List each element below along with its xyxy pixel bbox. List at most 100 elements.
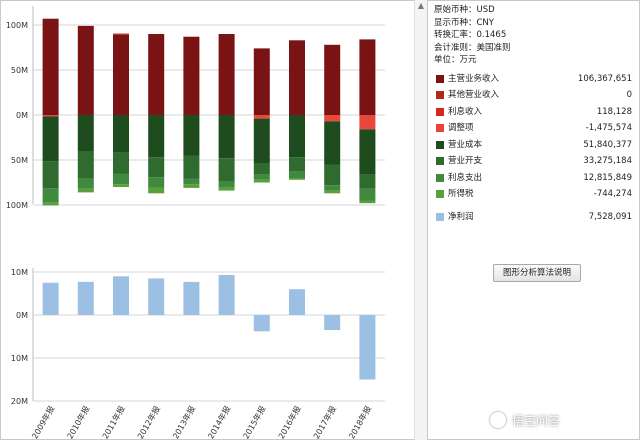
bar-segment <box>77 178 94 189</box>
legend-item[interactable]: 主营业务收入 106,367,651 <box>434 71 632 88</box>
legend-item[interactable]: 利息收入 118,128 <box>434 104 632 121</box>
bar-segment <box>289 157 305 172</box>
bar-segment <box>113 115 129 153</box>
meta-accounting-standard: 会计准则：美国准则 <box>434 42 511 53</box>
x-tick-label: 2011年报 <box>100 404 127 440</box>
bar-segment <box>77 188 94 193</box>
bar-segment <box>289 178 305 180</box>
legend-item-label: 其他营业收入 <box>448 90 500 100</box>
bar-segment <box>324 44 341 115</box>
legend-item-value: 118,128 <box>596 106 632 117</box>
meta-unit: 单位：万元 <box>434 55 477 65</box>
bar-segment <box>148 157 165 178</box>
legend-item[interactable]: 调整项 -1,475,574 <box>434 120 632 137</box>
legend-panel: 原始币种：USD 显示币种：CNY 转换汇率：0.1465 会计准则：美国准则 … <box>434 4 632 225</box>
watermark-logo-icon <box>490 412 506 428</box>
bar-segment <box>42 202 59 206</box>
algorithm-description-button[interactable]: 图形分析算法说明 <box>493 264 581 282</box>
bar-segment <box>218 275 235 315</box>
legend-swatch <box>436 173 444 182</box>
meta-display-currency: 显示币种：CNY <box>434 17 494 28</box>
legend-swatch <box>436 212 444 221</box>
bar-segment <box>324 190 341 194</box>
bar-segment <box>359 315 376 380</box>
legend-item-label: 利息支出 <box>448 172 483 183</box>
scroll-up-arrow-icon[interactable]: ▲ <box>417 1 425 10</box>
bar-segment <box>148 278 165 315</box>
legend-item-value: 12,815,849 <box>583 172 632 183</box>
bar-segment <box>218 34 235 115</box>
bar-segment <box>148 187 165 194</box>
legend-item-value: 106,367,651 <box>577 73 632 84</box>
watermark-text: 悟空问答 <box>512 414 561 428</box>
bar-segment <box>324 121 341 165</box>
legend-item-label: 营业成本 <box>448 139 483 150</box>
bar-segment <box>324 185 341 191</box>
legend-item-label: 营业开支 <box>448 156 483 166</box>
y-tick-label: 0M <box>16 111 28 120</box>
bar-segment <box>253 315 270 332</box>
bar-segment <box>148 177 165 188</box>
bar-segment <box>253 115 270 119</box>
bar-segment <box>183 36 200 116</box>
y-tick-label: 100M <box>6 201 28 210</box>
x-tick-label: 2018年报 <box>346 404 373 440</box>
y-tick-label: 50M <box>11 156 28 165</box>
x-tick-label: 2015年报 <box>241 404 268 440</box>
bar-segment <box>113 152 129 174</box>
legend-item[interactable]: 净利润 7,528,091 <box>434 209 632 226</box>
bar-segment <box>42 188 59 203</box>
legend-item-label: 主营业务收入 <box>448 73 500 84</box>
legend-item-label: 利息收入 <box>448 106 483 117</box>
bar-segment <box>359 39 376 115</box>
legend-item[interactable]: 其他营业收入 0 <box>434 87 632 104</box>
legend-item-label: 调整项 <box>448 123 474 133</box>
legend-swatch <box>436 140 444 149</box>
bar-segment <box>324 315 341 331</box>
legend-list: 主营业务收入 106,367,651 其他营业收入 0 利息收入 118,128 调整项 -1… <box>434 71 632 226</box>
bar-segment <box>253 163 270 175</box>
x-tick-label: 2012年报 <box>135 404 162 440</box>
legend-swatch <box>436 74 444 83</box>
legend-swatch <box>436 91 444 99</box>
legend-item-value: -1,475,574 <box>585 123 632 133</box>
legend-item[interactable]: 营业开支 33,275,184 <box>434 153 632 170</box>
bar-segment <box>359 200 376 204</box>
bar-segment <box>42 161 59 189</box>
bar-segment <box>253 179 270 183</box>
legend-item[interactable]: 利息支出 12,815,849 <box>434 170 632 187</box>
y-tick-label: 50M <box>11 66 28 75</box>
bar-segment <box>148 34 165 115</box>
legend-item[interactable]: 所得税 -744,274 <box>434 186 632 203</box>
bar-segment <box>289 115 305 158</box>
legend-swatch <box>436 157 444 165</box>
x-tick-label: 2013年报 <box>170 404 197 440</box>
bar-segment <box>77 281 94 315</box>
x-tick-label: 2014年报 <box>205 404 232 440</box>
meta-original-currency: 原始币种：USD <box>434 5 495 15</box>
vertical-scrollbar[interactable]: ▲ <box>414 0 427 440</box>
y-tick-label: 10M <box>11 354 28 363</box>
bar-segment <box>218 115 235 159</box>
bar-segment <box>77 25 94 115</box>
bar-segment <box>77 151 94 178</box>
bar-segment <box>148 115 165 158</box>
legend-item-value: 0 <box>626 90 632 100</box>
bar-segment <box>183 115 200 156</box>
bar-segment <box>113 173 129 185</box>
legend-item[interactable]: 营业成本 51,840,377 <box>434 137 632 154</box>
x-tick-label: 2010年报 <box>65 404 92 440</box>
bar-segment <box>218 187 235 191</box>
panel-divider <box>427 0 428 440</box>
bar-segment <box>253 118 270 164</box>
legend-item-value: 51,840,377 <box>583 139 632 150</box>
bar-segment <box>113 276 129 315</box>
legend-swatch <box>436 107 444 116</box>
bar-segment <box>289 171 305 178</box>
y-tick-label: 20M <box>11 397 28 406</box>
bar-segment <box>289 289 305 315</box>
bar-segment <box>359 188 376 201</box>
y-tick-label: 10M <box>11 268 28 277</box>
legend-swatch <box>436 124 444 132</box>
bar-segment <box>218 158 235 182</box>
